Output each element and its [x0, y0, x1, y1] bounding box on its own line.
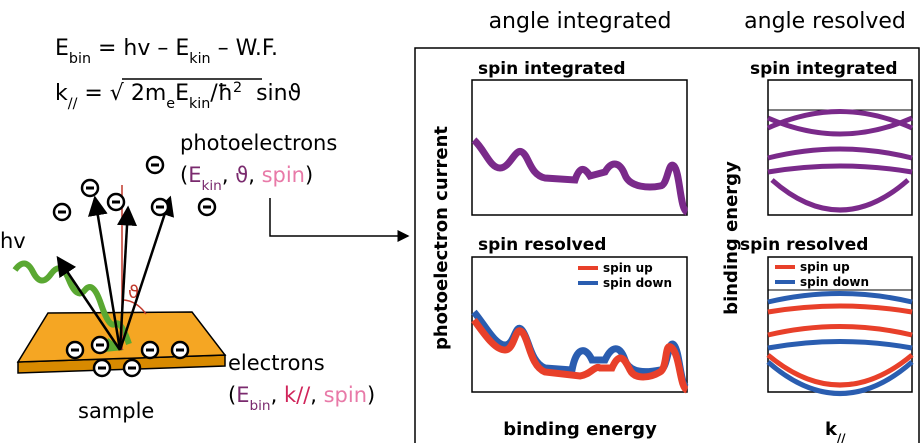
panel-title: spin resolved: [478, 235, 606, 255]
text-part: ,: [222, 163, 235, 187]
text-part: k//: [284, 383, 311, 407]
electrons-props: (Ebin, k//, spin): [228, 383, 375, 414]
text-part: = hv – E: [91, 36, 189, 61]
text-part: kin: [201, 178, 221, 194]
text-part: //: [837, 431, 846, 443]
energy-equation: Ebin = hv – Ekin – W.F.: [55, 36, 278, 67]
text-part: ): [367, 383, 375, 407]
text-part: ,: [310, 383, 323, 407]
text-part: E: [188, 163, 201, 187]
spin-up-curve: [471, 317, 690, 394]
text-part: 2: [233, 80, 242, 96]
text-part: ,: [248, 163, 261, 187]
text-part: ϑ: [288, 81, 302, 106]
momentum-equation: k// = √ 2meEkin/ħ2 sinϑ: [55, 80, 301, 112]
panel: [471, 79, 688, 216]
text-part: /ħ: [210, 81, 233, 106]
text-part: ): [305, 163, 313, 187]
text-part: bin: [249, 398, 270, 414]
panel-title: spin resolved: [740, 235, 868, 255]
spectrum-curve: [471, 137, 690, 216]
connector-arrow: [269, 198, 410, 242]
legend-label: spin down: [603, 276, 672, 290]
text-part: k: [55, 81, 68, 106]
text-part: e: [166, 96, 175, 112]
text-part: //: [68, 96, 78, 112]
photoelectrons-props: (Ekin, ϑ, spin): [180, 163, 313, 194]
text-part: (: [228, 383, 236, 407]
text-part: spin: [324, 383, 367, 407]
text-part: – W.F.: [211, 36, 278, 61]
text-part: E: [236, 383, 249, 407]
emission-arrows: [56, 195, 175, 351]
text-part: spin: [262, 163, 305, 187]
text-part: kin: [189, 51, 210, 67]
panel: [767, 79, 913, 216]
results-frame: [414, 47, 920, 443]
sample-label: sample: [78, 399, 154, 423]
x-axis-label: binding energy: [503, 419, 657, 440]
angle-label: ϑ: [128, 282, 139, 303]
text-part: bin: [69, 51, 91, 67]
text-part: ϑ: [235, 163, 248, 187]
panel: [471, 256, 688, 393]
text-part: sin: [242, 81, 288, 106]
text-part: 2m: [131, 81, 166, 106]
panel-title: spin integrated: [478, 59, 626, 79]
text-part: E: [55, 36, 69, 61]
x-axis-label: k//: [825, 419, 846, 443]
text-part: ,: [271, 383, 284, 407]
legend-label: spin down: [800, 275, 869, 289]
text-part: kin: [189, 96, 210, 112]
header: angle resolved: [744, 9, 906, 34]
electrons-label: electrons: [228, 351, 325, 375]
header: angle integrated: [489, 9, 672, 34]
y-axis-label: photoelectron current: [431, 126, 452, 350]
legend-label: spin up: [603, 261, 653, 275]
bands: [766, 291, 914, 396]
text-part: (: [180, 163, 188, 187]
photon-wave: [12, 260, 132, 345]
photon-label: hv: [0, 229, 26, 253]
electron-icons: [52, 155, 217, 378]
y-axis-label: binding energy: [721, 161, 742, 315]
text-part: = √: [77, 81, 130, 106]
text-part: E: [175, 81, 189, 106]
panel-title: spin integrated: [750, 59, 898, 79]
photoelectrons-label: photoelectrons: [180, 131, 337, 155]
legend-label: spin up: [800, 260, 850, 274]
bands: [766, 109, 914, 213]
text-part: k: [825, 419, 838, 440]
